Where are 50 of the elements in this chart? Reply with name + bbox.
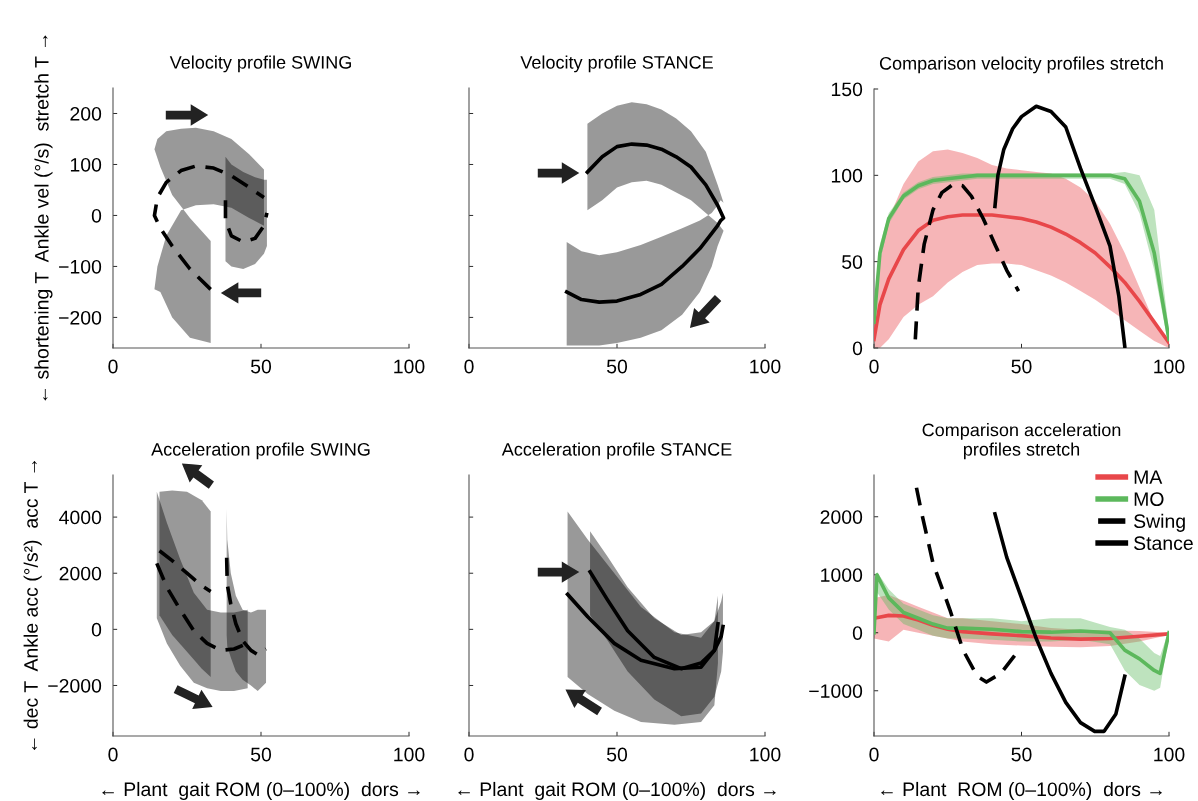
legend-label: MO [1134,492,1164,507]
x-axis-title: ← Plant gait ROM (0–100%) dors → [458,781,776,801]
x-tick-label: 0 [869,359,879,374]
x-tick-label: 100 [750,747,781,762]
y-tick-label: 0 [852,626,863,640]
x-tick-label: 0 [108,747,118,762]
y-tick-label: 50 [842,255,863,269]
chart-title: Velocity profile SWING [169,55,351,73]
y-tick-label: 150 [831,82,863,97]
y-tick-label: 100 [70,157,102,172]
legend-label: Stance [1134,536,1193,551]
chart-title: Acceleration profile STANCE [501,442,732,460]
y-tick-label: 2000 [820,510,863,524]
x-tick-label: 50 [606,747,628,762]
y-tick-label: 0 [91,208,102,223]
legend-label: MA [1134,470,1163,484]
y-tick-label: −200 [59,310,102,325]
x-tick-label: 50 [1011,747,1032,762]
x-tick-label: 100 [1154,359,1185,374]
x-tick-label: 0 [464,359,474,374]
x-tick-label: 0 [464,747,474,762]
y-tick-label: 200 [70,106,102,121]
x-tick-label: 100 [1154,747,1185,762]
x-axis-title: ← Plant gait ROM (0–100%) dors → [102,781,420,801]
x-tick-label: 0 [108,359,118,374]
chart-title: Comparison velocity profiles stretch [879,56,1163,74]
x-tick-label: 50 [250,359,272,374]
y-tick-label: 0 [852,341,863,356]
y-tick-label: −1000 [809,684,863,698]
y-axis-title: ← dec T Ankle acc (°/s²) acc T → [23,460,42,751]
chart-title: Acceleration profile SWING [151,442,370,460]
x-tick-label: 50 [250,747,272,762]
legend-label: Swing [1134,513,1185,532]
y-tick-label: −100 [59,259,102,274]
y-axis-title: ← shortening T Ankle vel (°/s) stretch T → [34,35,53,401]
y-tick-label: 0 [91,622,102,637]
y-tick-label: 100 [831,168,863,183]
y-tick-label: 2000 [59,566,102,581]
x-tick-label: 0 [869,747,879,762]
x-tick-label: 100 [394,359,425,374]
x-tick-label: 100 [394,747,425,762]
x-axis-title: ← Plant ROM (0–100%) dors → [881,781,1162,801]
x-tick-label: 50 [1011,359,1032,374]
chart-title: Velocity profile STANCE [520,55,713,73]
x-tick-label: 50 [606,359,628,374]
chart-title: Comparison acceleration profiles stretch [922,423,1121,460]
y-tick-label: 1000 [821,568,863,582]
y-tick-label: 4000 [59,510,102,525]
y-tick-label: −2000 [48,678,102,693]
x-tick-label: 100 [750,359,781,374]
